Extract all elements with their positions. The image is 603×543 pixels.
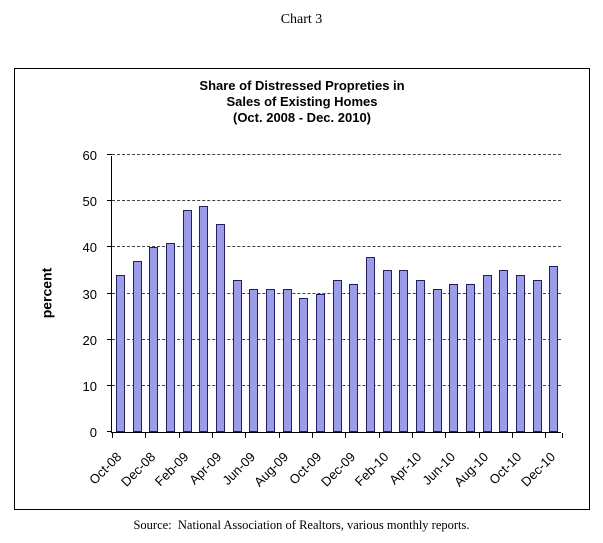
y-tick-label-50: 50 [82, 194, 97, 210]
x-tickmark-27 [562, 433, 563, 438]
bar-Aug-10 [482, 275, 492, 432]
x-tick-label-Oct-10: Oct-10 [486, 449, 525, 488]
x-tickmark-0 [112, 433, 113, 438]
bar-Oct-09 [315, 293, 325, 432]
bar-Nov-08 [132, 261, 142, 432]
x-tick-label-Feb-10: Feb-10 [351, 449, 392, 489]
chart-title: Share of Distressed Propreties in Sales … [15, 78, 589, 126]
bar-Dec-09 [349, 284, 359, 432]
x-tick-label-Aug-10: Aug-10 [451, 449, 492, 490]
bar-Feb-09 [182, 210, 192, 432]
y-tickmark-20 [107, 338, 112, 340]
y-tick-label-20: 20 [82, 332, 97, 348]
bar-Apr-10 [415, 279, 425, 432]
chart-title-line-3: (Oct. 2008 - Dec. 2010) [232, 110, 372, 125]
bar-Dec-08 [149, 247, 159, 432]
x-tickmark-26 [545, 433, 547, 438]
gridline-40 [112, 246, 561, 248]
x-tick-label-Oct-09: Oct-09 [286, 449, 325, 488]
bar-May-10 [432, 288, 442, 432]
bar-Sep-10 [499, 270, 509, 432]
bar-Oct-10 [515, 275, 525, 432]
bar-Jan-10 [365, 256, 375, 432]
y-tickmark-40 [107, 246, 112, 248]
x-tickmark-14 [345, 433, 347, 438]
x-tick-label-Feb-09: Feb-09 [151, 449, 192, 489]
x-tickmark-22 [478, 433, 480, 438]
bar-Jul-10 [465, 284, 475, 432]
x-tick-label-Apr-09: Apr-09 [186, 449, 225, 488]
bar-Nov-10 [532, 279, 542, 432]
bar-Dec-10 [549, 265, 559, 432]
x-tickmark-20 [445, 433, 447, 438]
x-tick-label-Dec-09: Dec-09 [317, 449, 358, 490]
x-tick-label-Jun-09: Jun-09 [219, 449, 258, 488]
y-tick-label-0: 0 [89, 425, 97, 440]
bar-Feb-10 [382, 270, 392, 432]
chart-title-line-2: Sales of Existing Homes [226, 94, 378, 109]
y-tick-label-10: 10 [82, 378, 97, 394]
x-tickmark-10 [278, 433, 280, 438]
y-tickmark-50 [107, 200, 112, 202]
gridline-50 [112, 200, 561, 202]
x-tick-label-Apr-10: Apr-10 [386, 449, 425, 488]
y-tickmark-0 [107, 431, 112, 432]
bar-Jun-09 [249, 288, 259, 432]
chart-box: Share of Distressed Propreties in Sales … [14, 68, 590, 510]
x-tickmark-4 [178, 433, 180, 438]
plot-area [107, 154, 563, 438]
y-tick-label-40: 40 [82, 240, 97, 256]
bar-Sep-09 [299, 298, 309, 432]
x-tick-label-Oct-08: Oct-08 [86, 449, 125, 488]
x-tickmark-6 [212, 433, 213, 438]
y-axis-label: percent [38, 267, 55, 319]
x-tick-label-Jun-10: Jun-10 [419, 449, 458, 488]
y-tickmark-60 [107, 154, 112, 155]
x-tick-label-Dec-10: Dec-10 [517, 449, 558, 490]
y-tick-label-30: 30 [82, 286, 97, 302]
gridline-60 [112, 154, 561, 155]
x-tickmark-18 [412, 433, 413, 438]
y-tick-label-60: 60 [82, 148, 97, 163]
bar-Aug-09 [282, 288, 292, 432]
bar-Mar-09 [199, 205, 209, 432]
chart-title-line-1: Share of Distressed Propreties in [199, 78, 405, 93]
x-tickmark-12 [312, 433, 313, 438]
x-tickmark-8 [245, 433, 247, 438]
bar-Nov-09 [332, 279, 342, 432]
x-tickmark-24 [512, 433, 513, 438]
page-title: Chart 3 [280, 12, 323, 27]
y-axis-ticks: 0 10 20 30 40 50 60 [63, 149, 105, 440]
x-tick-label-Aug-09: Aug-09 [251, 449, 292, 490]
y-tickmark-30 [107, 292, 112, 294]
bar-Oct-08 [115, 275, 125, 432]
y-tickmark-10 [107, 384, 112, 386]
bar-Apr-09 [215, 224, 225, 432]
bar-Mar-10 [399, 270, 409, 432]
x-tickmark-2 [145, 433, 147, 438]
x-tick-label-Dec-08: Dec-08 [117, 449, 158, 490]
x-tickmark-16 [378, 433, 380, 438]
bar-May-09 [232, 279, 242, 432]
source-note: Source: National Association of Realtors… [133, 518, 470, 532]
bar-Jul-09 [265, 288, 275, 432]
x-axis-ticks: Oct-08 Dec-08 Feb-09 Apr-09 Jun-09 Aug-09 Oct-… [86, 439, 561, 499]
bar-Jun-10 [449, 284, 459, 432]
bar-Jan-09 [165, 242, 175, 432]
